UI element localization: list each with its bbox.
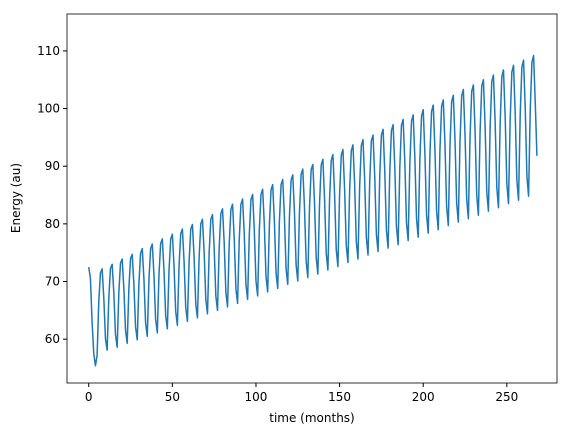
y-tick-label: 110 <box>37 44 60 58</box>
y-tick-label: 70 <box>45 275 60 289</box>
y-tick-label: 80 <box>45 217 60 231</box>
x-tick-label: 200 <box>412 390 435 404</box>
x-tick-label: 0 <box>85 390 93 404</box>
y-axis-label: Energy (au) <box>9 163 23 233</box>
y-tick-label: 60 <box>45 332 60 346</box>
line-series <box>87 54 538 367</box>
y-tick-label: 90 <box>45 159 60 173</box>
x-tick-label: 250 <box>495 390 518 404</box>
x-tick-label: 150 <box>328 390 351 404</box>
x-tick-label: 50 <box>165 390 180 404</box>
plot-frame <box>66 13 558 384</box>
y-tick-label: 100 <box>37 102 60 116</box>
x-tick-label: 100 <box>245 390 268 404</box>
x-axis-label: time (months) <box>269 411 355 425</box>
